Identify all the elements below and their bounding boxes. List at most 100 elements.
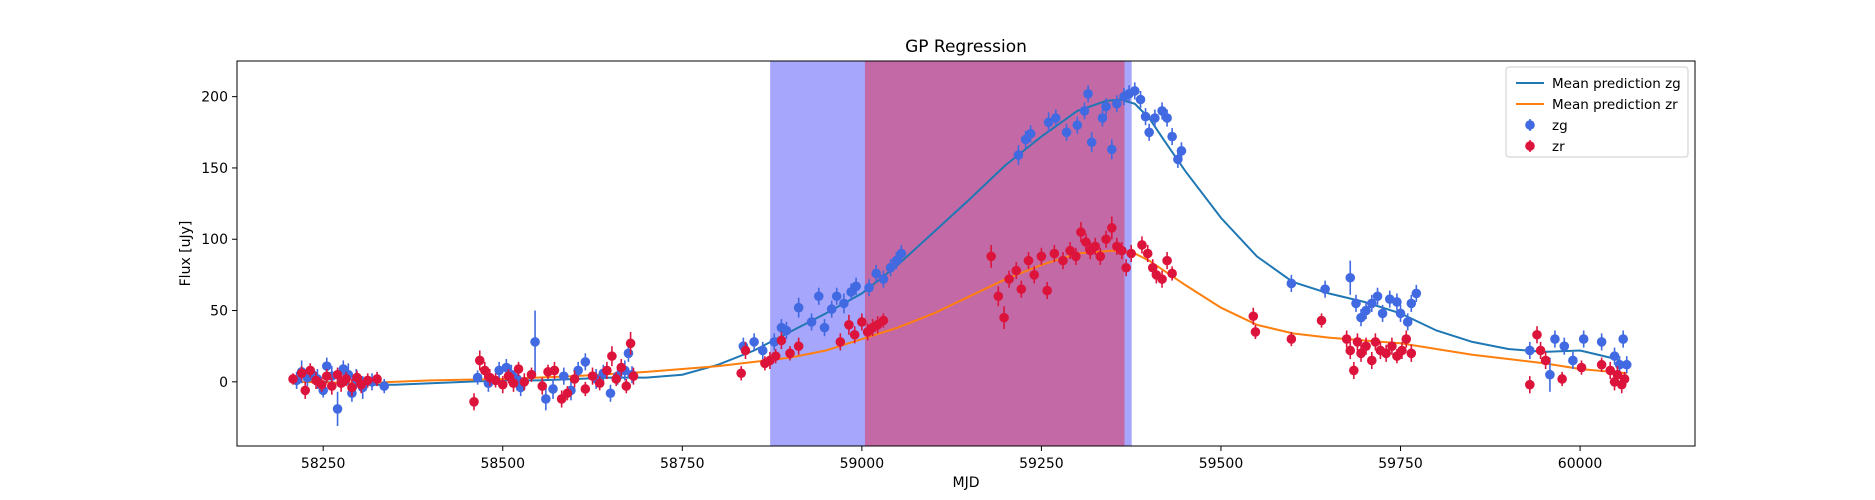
legend-box <box>1505 66 1689 158</box>
data-point-zr <box>878 313 889 328</box>
data-point-zg <box>793 297 804 318</box>
data-point-zg <box>1140 108 1151 126</box>
data-point-zg <box>1377 304 1388 322</box>
data-point-zr <box>1619 371 1630 387</box>
data-point-zr <box>332 367 343 382</box>
data-point-zr <box>1381 344 1391 362</box>
data-point-zg <box>1372 287 1383 305</box>
data-point-zr <box>347 378 357 397</box>
x-tick-label: 58750 <box>660 456 705 472</box>
data-point-zg <box>831 287 842 305</box>
data-point-zr <box>469 393 479 411</box>
x-tick-label: 58500 <box>480 456 525 472</box>
data-point-zg <box>878 270 889 288</box>
data-point-zg <box>1167 128 1177 146</box>
data-point-zr <box>1049 244 1060 263</box>
data-point-zg <box>1618 330 1628 348</box>
data-point-zg <box>1079 102 1090 120</box>
y-tick-label: 150 <box>201 161 228 177</box>
data-point-zr <box>1540 351 1551 369</box>
data-point-zg <box>871 264 882 283</box>
data-point-zr <box>1167 266 1177 281</box>
data-point-zr <box>1071 247 1081 265</box>
x-tick-label: 59000 <box>840 456 885 472</box>
x-axis-label: MJD <box>953 475 980 491</box>
data-point-zg <box>1545 357 1555 392</box>
data-point-zg <box>1043 112 1054 133</box>
y-tick-label: 50 <box>210 304 228 320</box>
data-point-zr <box>857 313 867 331</box>
data-point-zr <box>1142 244 1153 263</box>
data-point-zg <box>494 361 504 379</box>
data-point-zr <box>490 373 501 388</box>
data-point-zg <box>541 387 551 411</box>
data-point-zg <box>605 384 616 402</box>
data-point-zr <box>1361 337 1371 355</box>
data-point-zr <box>1532 326 1542 344</box>
data-point-zg <box>1162 109 1172 127</box>
data-point-zg <box>1086 132 1097 153</box>
data-point-zr <box>537 377 548 395</box>
data-point-zr <box>503 369 514 384</box>
data-point-zg <box>1406 294 1417 312</box>
data-point-zr <box>1081 233 1091 251</box>
data-point-zr <box>1248 307 1259 325</box>
data-point-zg <box>1596 333 1607 351</box>
data-point-zr <box>526 367 537 382</box>
data-point-zr <box>1286 331 1297 347</box>
data-point-zr <box>785 346 795 361</box>
data-point-zr <box>321 369 332 384</box>
data-point-zr <box>1036 247 1047 265</box>
data-point-zr <box>849 326 860 344</box>
data-point-zr <box>793 337 804 355</box>
data-point-zr <box>327 377 337 395</box>
data-point-zg <box>1366 294 1377 312</box>
data-point-zg <box>379 378 390 394</box>
observation-points <box>288 82 1632 427</box>
data-point-zg <box>851 277 861 295</box>
data-point-zr <box>474 350 485 371</box>
data-point-zr <box>300 381 311 399</box>
data-point-zg <box>885 259 896 277</box>
data-point-zr <box>625 331 636 355</box>
data-point-zr <box>1341 330 1352 348</box>
data-point-zr <box>1107 216 1117 240</box>
data-point-zg <box>1356 309 1366 327</box>
data-point-zr <box>296 366 307 381</box>
data-point-zg <box>1097 109 1108 127</box>
data-point-zr <box>607 346 617 367</box>
y-tick-label: 100 <box>201 232 228 248</box>
data-point-zg <box>1061 123 1072 141</box>
legend-label: zg <box>1552 118 1568 134</box>
data-point-zr <box>1352 333 1363 351</box>
data-point-zr <box>513 361 524 377</box>
data-point-zg <box>1286 274 1297 292</box>
y-axis-ticks: 0 50 100 150 200 <box>201 90 237 391</box>
data-point-zg <box>806 313 817 331</box>
y-tick-label: 0 <box>219 375 228 391</box>
data-point-zr <box>1029 266 1040 284</box>
data-point-zg <box>1135 90 1146 109</box>
data-point-zg <box>580 353 591 371</box>
y-tick-label: 200 <box>201 90 228 106</box>
plot-frame <box>236 60 1696 447</box>
data-point-zr <box>1023 252 1034 270</box>
data-point-zr <box>1016 280 1027 298</box>
data-point-zg <box>1402 313 1413 331</box>
data-point-zr <box>621 378 632 394</box>
data-point-zg <box>1101 98 1111 116</box>
data-point-zr <box>1356 344 1366 362</box>
data-point-zr <box>352 370 362 385</box>
data-point-zr <box>497 376 508 394</box>
data-point-zg <box>1112 95 1122 113</box>
data-point-zg <box>1072 116 1083 134</box>
legend-label: Mean prediction zr <box>1552 97 1678 113</box>
x-tick-label: 59750 <box>1378 456 1423 472</box>
data-point-zg <box>1384 290 1395 308</box>
data-point-zg <box>1351 294 1361 312</box>
data-point-zg <box>530 310 540 374</box>
data-point-zg <box>1320 280 1330 298</box>
data-point-zg <box>839 293 849 314</box>
data-point-zr <box>519 373 530 391</box>
